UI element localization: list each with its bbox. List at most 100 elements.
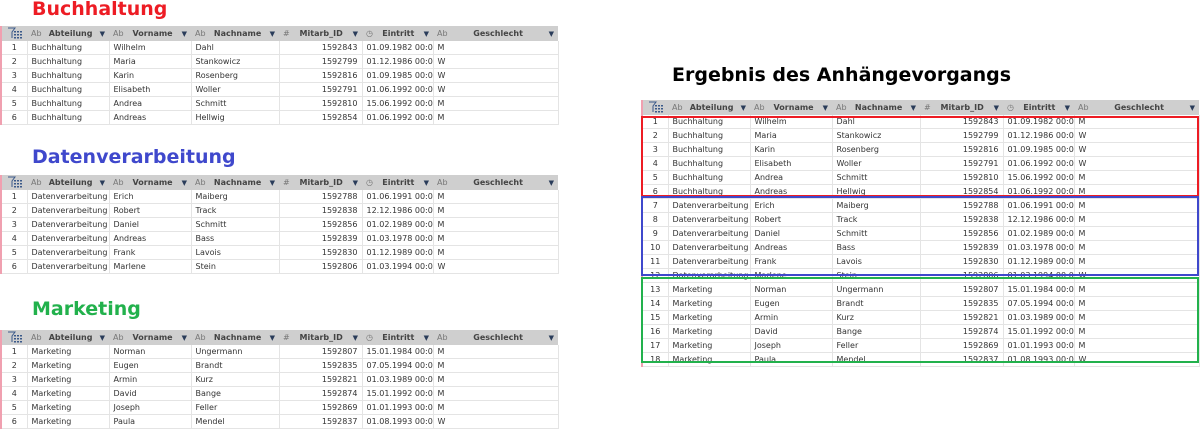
cell-abteilung[interactable]: Buchhaltung (668, 128, 751, 143)
cell-mitarb-id[interactable]: 1592837 (920, 352, 1004, 367)
cell-abteilung[interactable]: Buchhaltung (27, 54, 110, 69)
table-row[interactable]: 7 Datenverarbeitung Erich Maiberg 1592788 01.… (642, 198, 1200, 213)
column-header-geschlecht[interactable]: Ab Geschlecht ▼ (433, 330, 558, 345)
column-header-row-number[interactable] (642, 100, 668, 115)
cell-mitarb-id[interactable]: 1592799 (920, 128, 1004, 143)
cell-vorname[interactable]: Eugen (109, 358, 192, 373)
cell-eintritt[interactable]: 01.06.1992 00:00:00 (362, 110, 434, 125)
table-row[interactable]: 3 Datenverarbeitung Daniel Schmitt 1592856 01… (1, 217, 559, 232)
cell-eintritt[interactable]: 01.01.1993 00:00:00 (1003, 338, 1075, 353)
cell-eintritt[interactable]: 01.02.1989 00:00:00 (1003, 226, 1075, 241)
cell-eintritt[interactable]: 07.05.1994 00:00:00 (1003, 296, 1075, 311)
cell-geschlecht[interactable]: M (433, 190, 559, 204)
cell-eintritt[interactable]: 01.03.1994 00:00:00 (362, 259, 434, 274)
cell-row-number[interactable]: 5 (1, 96, 28, 111)
cell-row-number[interactable]: 15 (642, 310, 669, 325)
cell-abteilung[interactable]: Buchhaltung (668, 142, 751, 157)
column-header-nachname[interactable]: Ab Nachname ▼ (832, 100, 920, 115)
cell-abteilung[interactable]: Buchhaltung (668, 115, 751, 129)
cell-vorname[interactable]: Frank (750, 254, 833, 269)
cell-abteilung[interactable]: Marketing (668, 310, 751, 325)
cell-geschlecht[interactable]: M (433, 372, 559, 387)
cell-row-number[interactable]: 3 (1, 68, 28, 83)
cell-eintritt[interactable]: 15.01.1992 00:00:00 (1003, 324, 1075, 339)
cell-vorname[interactable]: David (109, 386, 192, 401)
cell-nachname[interactable]: Feller (191, 400, 280, 415)
table-row[interactable]: 13 Marketing Norman Ungermann 1592807 15.01.1… (642, 282, 1200, 297)
dropdown-arrow-icon[interactable]: ▼ (993, 103, 999, 112)
table-row[interactable]: 1 Buchhaltung Wilhelm Dahl 1592843 01.09.1982… (1, 41, 559, 55)
cell-nachname[interactable]: Dahl (191, 41, 280, 55)
dropdown-arrow-icon[interactable]: ▼ (423, 29, 429, 38)
cell-mitarb-id[interactable]: 1592791 (279, 82, 363, 97)
cell-row-number[interactable]: 4 (1, 231, 28, 246)
dropdown-arrow-icon[interactable]: ▼ (99, 29, 105, 38)
cell-row-number[interactable]: 17 (642, 338, 669, 353)
cell-vorname[interactable]: Maria (750, 128, 833, 143)
cell-abteilung[interactable]: Buchhaltung (668, 184, 751, 199)
cell-row-number[interactable]: 6 (1, 414, 28, 429)
cell-row-number[interactable]: 4 (1, 82, 28, 97)
cell-geschlecht[interactable]: W (1074, 142, 1200, 157)
table-row[interactable]: 6 Marketing Paula Mendel 1592837 01.08.1993 0… (1, 414, 559, 429)
table-filter-icon[interactable] (7, 27, 23, 38)
column-header-mitarb-id[interactable]: # Mitarb_ID ▼ (920, 100, 1003, 115)
cell-geschlecht[interactable]: W (433, 68, 559, 83)
cell-nachname[interactable]: Woller (191, 82, 280, 97)
column-header-geschlecht[interactable]: Ab Geschlecht ▼ (433, 26, 558, 41)
cell-eintritt[interactable]: 01.06.1992 00:00:00 (1003, 156, 1075, 171)
cell-eintritt[interactable]: 01.06.1991 00:00:00 (1003, 198, 1075, 213)
table-row[interactable]: 6 Datenverarbeitung Marlene Stein 1592806 01.… (1, 259, 559, 274)
cell-eintritt[interactable]: 01.09.1982 00:00:00 (1003, 115, 1075, 129)
dropdown-arrow-icon[interactable]: ▼ (99, 333, 105, 342)
table-filter-icon[interactable] (7, 331, 23, 342)
column-header-vorname[interactable]: Ab Vorname ▼ (109, 330, 191, 345)
cell-row-number[interactable]: 6 (1, 110, 28, 125)
cell-nachname[interactable]: Bass (832, 240, 921, 255)
cell-geschlecht[interactable]: M (433, 358, 559, 373)
cell-geschlecht[interactable]: M (1074, 240, 1200, 255)
table-row[interactable]: 2 Datenverarbeitung Robert Track 1592838 12.1… (1, 203, 559, 218)
cell-geschlecht[interactable]: M (1074, 212, 1200, 227)
cell-mitarb-id[interactable]: 1592839 (920, 240, 1004, 255)
cell-row-number[interactable]: 12 (642, 268, 669, 283)
cell-row-number[interactable]: 2 (1, 203, 28, 218)
table-filter-icon[interactable] (648, 101, 664, 112)
table-row[interactable]: 6 Buchhaltung Andreas Hellwig 1592854 01.06.1… (642, 184, 1200, 199)
column-header-abteilung[interactable]: Ab Abteilung ▼ (27, 175, 109, 190)
cell-nachname[interactable]: Stein (191, 259, 280, 274)
cell-vorname[interactable]: Armin (750, 310, 833, 325)
column-header-abteilung[interactable]: Ab Abteilung ▼ (668, 100, 750, 115)
table-buchhaltung[interactable]: Ab Abteilung ▼ Ab Vorname ▼ Ab Nachname ▼ # Mitarb… (0, 26, 559, 125)
cell-abteilung[interactable]: Datenverarbeitung (668, 254, 751, 269)
column-header-row-number[interactable] (1, 175, 27, 190)
cell-row-number[interactable]: 3 (642, 142, 669, 157)
cell-vorname[interactable]: Eugen (750, 296, 833, 311)
cell-geschlecht[interactable]: W (1074, 128, 1200, 143)
cell-eintritt[interactable]: 01.03.1978 00:00:00 (1003, 240, 1075, 255)
cell-geschlecht[interactable]: M (433, 345, 559, 359)
column-header-vorname[interactable]: Ab Vorname ▼ (109, 26, 191, 41)
table-row[interactable]: 15 Marketing Armin Kurz 1592821 01.03.1989 00… (642, 310, 1200, 325)
cell-abteilung[interactable]: Marketing (27, 400, 110, 415)
cell-mitarb-id[interactable]: 1592788 (920, 198, 1004, 213)
cell-nachname[interactable]: Bange (832, 324, 921, 339)
cell-abteilung[interactable]: Datenverarbeitung (27, 259, 110, 274)
cell-mitarb-id[interactable]: 1592816 (279, 68, 363, 83)
cell-eintritt[interactable]: 01.08.1993 00:00:00 (1003, 352, 1075, 367)
cell-geschlecht[interactable]: W (433, 82, 559, 97)
cell-nachname[interactable]: Maiberg (191, 190, 280, 204)
cell-vorname[interactable]: Wilhelm (109, 41, 192, 55)
cell-nachname[interactable]: Stankowicz (191, 54, 280, 69)
column-header-abteilung[interactable]: Ab Abteilung ▼ (27, 26, 109, 41)
dropdown-arrow-icon[interactable]: ▼ (910, 103, 916, 112)
cell-mitarb-id[interactable]: 1592874 (279, 386, 363, 401)
cell-abteilung[interactable]: Datenverarbeitung (27, 231, 110, 246)
table-row[interactable]: 5 Marketing Joseph Feller 1592869 01.01.1993 … (1, 400, 559, 415)
cell-mitarb-id[interactable]: 1592830 (920, 254, 1004, 269)
cell-row-number[interactable]: 2 (1, 358, 28, 373)
cell-geschlecht[interactable]: M (433, 400, 559, 415)
cell-geschlecht[interactable]: M (1074, 296, 1200, 311)
table-row[interactable]: 2 Buchhaltung Maria Stankowicz 1592799 01.12.… (1, 54, 559, 69)
dropdown-arrow-icon[interactable]: ▼ (181, 333, 187, 342)
